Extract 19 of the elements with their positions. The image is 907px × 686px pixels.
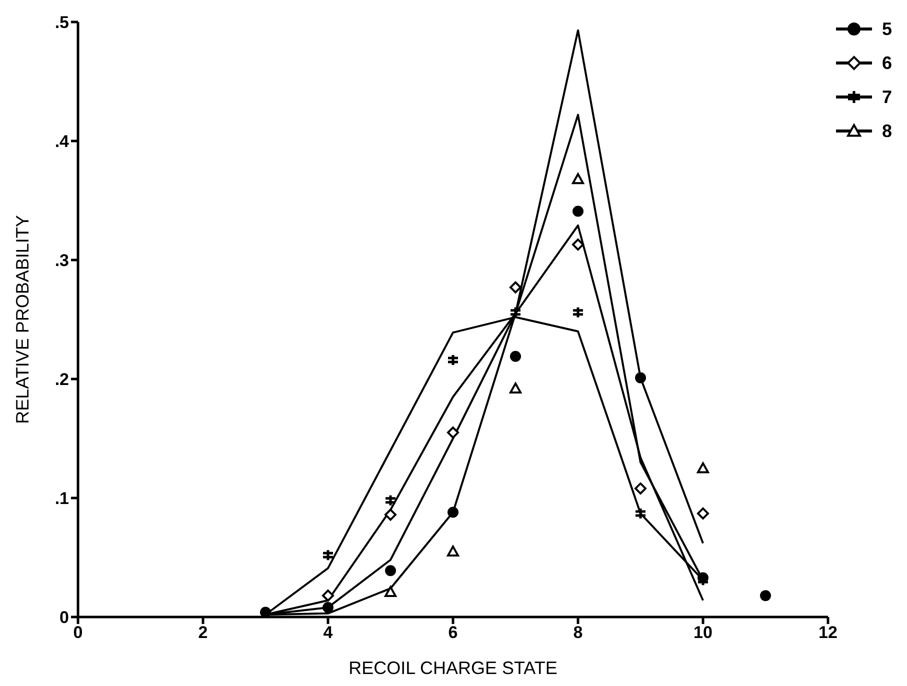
x-tick-label: 12	[818, 623, 838, 642]
x-tick-label: 10	[694, 623, 712, 642]
x-tick-label: 2	[198, 623, 208, 642]
legend-label: 6	[882, 52, 892, 74]
x-tick-label: 0	[73, 623, 83, 642]
y-tick-label: 0	[60, 608, 69, 628]
y-tick-label: .4	[54, 132, 70, 152]
legend-label: 5	[882, 18, 892, 40]
legend-label: 7	[882, 86, 892, 108]
y-tick-label: .2	[54, 370, 69, 390]
x-axis-title: RECOIL CHARGE STATE	[348, 658, 558, 678]
x-tick-label: 8	[573, 623, 583, 642]
y-tick-label: .3	[54, 251, 69, 270]
y-tick-label: .5	[54, 13, 69, 32]
x-tick-label: 4	[323, 623, 334, 642]
y-tick-label: .1	[54, 489, 69, 508]
y-axis-title: RELATIVE PROBABILITY	[12, 215, 32, 424]
legend-label: 8	[882, 120, 892, 142]
x-tick-label: 6	[448, 623, 458, 642]
